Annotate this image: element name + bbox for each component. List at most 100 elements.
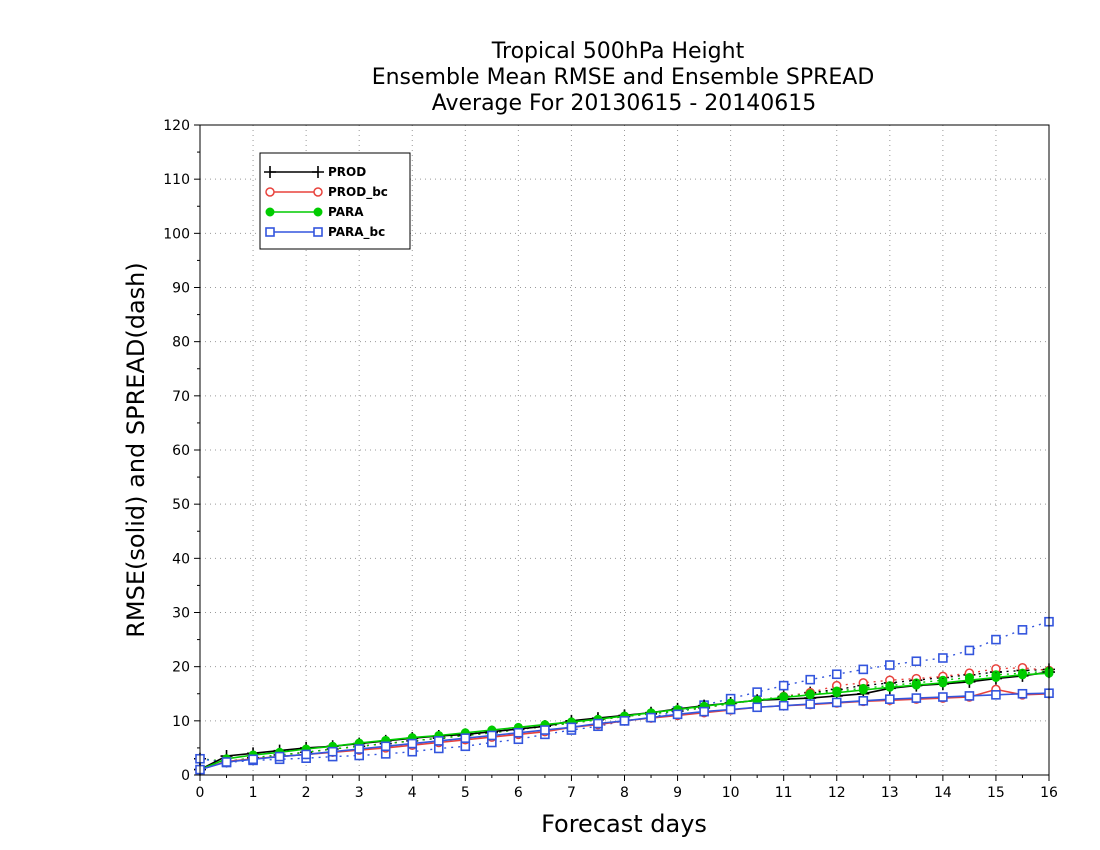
legend-item-prod-bc: PROD_bc (265, 185, 388, 200)
data-point-square (778, 680, 789, 691)
data-point-dot (832, 688, 842, 698)
y-tick-label: 100 (163, 226, 190, 242)
data-point-square (487, 730, 497, 741)
data-point-square (991, 634, 1001, 645)
x-tick-label: 11 (775, 785, 793, 801)
y-axis-label: RMSE(solid) and SPREAD(dash) (122, 262, 150, 638)
data-point-square (938, 692, 948, 702)
legend-label: PARA (328, 205, 364, 219)
x-tick-label: 4 (408, 785, 417, 801)
data-point-square (858, 664, 869, 675)
data-point-dot (964, 675, 974, 685)
data-point-dot (1017, 670, 1027, 680)
data-point-square (327, 746, 338, 757)
x-tick-label: 0 (196, 785, 205, 801)
data-point-dot (885, 682, 895, 692)
x-tick-label: 2 (302, 785, 311, 801)
data-point-square (699, 706, 709, 717)
data-point-square (248, 754, 258, 765)
data-point-dot (313, 207, 323, 217)
data-point-square (566, 722, 577, 733)
data-point-plus (264, 166, 276, 178)
legend-box (259, 152, 411, 250)
data-point-plus (312, 166, 324, 178)
data-point-dot (265, 207, 275, 217)
data-point-dot (805, 690, 815, 700)
data-point-square (265, 227, 275, 237)
y-tick-label: 70 (172, 389, 190, 405)
data-point-dot (938, 678, 948, 688)
data-point-square (540, 725, 550, 735)
legend-label: PROD_bc (328, 185, 388, 200)
y-tick-label: 50 (172, 497, 190, 513)
legend-label: PARA_bc (328, 225, 385, 240)
data-point-square (778, 700, 789, 711)
data-point-square (911, 693, 922, 703)
data-point-dot (779, 693, 789, 703)
data-point-dot (858, 685, 868, 695)
data-point-square (858, 695, 869, 706)
x-tick-label: 10 (722, 785, 740, 801)
legend-label: PROD (328, 165, 366, 179)
data-point-dot (911, 680, 921, 690)
title-line-1: Tropical 500hPa Height (491, 39, 745, 64)
data-point-square (593, 718, 603, 729)
x-tick-label: 12 (828, 785, 846, 801)
x-tick-label: 1 (249, 785, 258, 801)
y-tick-label: 10 (172, 714, 190, 730)
data-point-circle (313, 187, 323, 197)
x-tick-label: 9 (673, 785, 682, 801)
chart-title: Tropical 500hPa Height Ensemble Mean RMS… (372, 39, 875, 116)
data-point-square (885, 694, 895, 704)
data-point-square (407, 738, 418, 749)
x-tick-label: 15 (987, 785, 1005, 801)
y-tick-label: 80 (172, 335, 190, 351)
title-line-3: Average For 20130615 - 20140615 (432, 91, 817, 116)
data-point-square (513, 727, 524, 738)
data-point-square (752, 702, 762, 713)
data-point-square (938, 653, 948, 663)
title-line-2: Ensemble Mean RMSE and Ensemble SPREAD (372, 65, 875, 90)
y-tick-label: 0 (181, 768, 190, 784)
data-point-square (831, 697, 842, 708)
data-point-square (354, 744, 364, 754)
data-point-square (274, 751, 285, 762)
y-tick-label: 90 (172, 281, 190, 297)
data-point-square (301, 749, 311, 760)
legend-item-prod: PROD (264, 165, 366, 179)
data-point-square (991, 690, 1001, 700)
y-tick-label: 20 (172, 660, 190, 676)
data-point-square (725, 704, 736, 715)
x-tick-label: 5 (461, 785, 470, 801)
x-axis: 0 1 2 3 4 5 6 7 8 9 10 11 12 13 14 15 16 (196, 775, 1058, 801)
data-point-square (619, 716, 630, 726)
data-point-square (221, 757, 232, 767)
legend-item-para-bc: PARA_bc (265, 225, 385, 240)
data-point-square (1017, 625, 1028, 635)
y-tick-label: 40 (172, 551, 190, 567)
data-point-square (672, 709, 683, 720)
data-point-square (911, 656, 922, 667)
data-point-square (805, 674, 816, 685)
x-tick-label: 14 (934, 785, 952, 801)
data-point-square (460, 733, 471, 743)
data-point-square (831, 669, 842, 680)
data-point-dot (991, 673, 1001, 682)
y-tick-label: 30 (172, 606, 190, 622)
data-point-square (805, 699, 816, 709)
data-point-circle (265, 187, 275, 197)
y-tick-label: 60 (172, 443, 190, 459)
y-tick-label: 120 (163, 118, 190, 134)
series-layer (194, 616, 1055, 776)
x-tick-label: 13 (881, 785, 899, 801)
x-tick-label: 16 (1040, 785, 1058, 801)
data-point-square (433, 736, 444, 746)
data-point-square (964, 645, 975, 656)
legend: PROD PROD_bc PARA PARA_bc (259, 152, 411, 250)
x-tick-label: 7 (567, 785, 576, 801)
data-point-square (885, 660, 895, 670)
y-tick-label: 110 (163, 172, 190, 188)
x-tick-label: 3 (355, 785, 364, 801)
